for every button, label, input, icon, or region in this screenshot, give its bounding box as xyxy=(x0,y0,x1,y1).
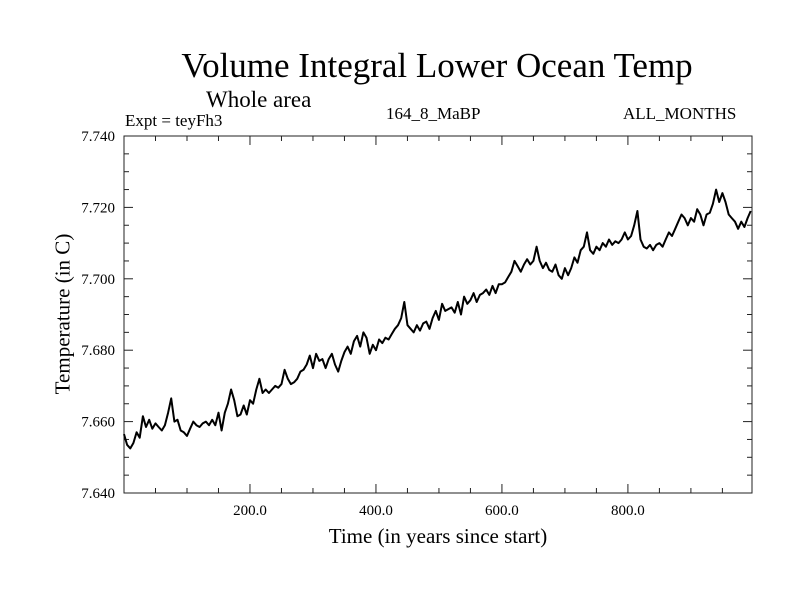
period-label: 164_8_MaBP xyxy=(386,104,481,123)
x-axis-label: Time (in years since start) xyxy=(328,524,548,548)
y-tick-label: 7.660 xyxy=(81,415,115,431)
chart-title: Volume Integral Lower Ocean Temp xyxy=(181,46,693,85)
x-tick-label: 600.0 xyxy=(485,503,519,519)
months-label: ALL_MONTHS xyxy=(623,104,737,123)
x-tick-label: 200.0 xyxy=(233,503,267,519)
experiment-label: Expt = teyFh3 xyxy=(125,111,223,130)
y-tick-label: 7.740 xyxy=(81,129,115,145)
series-group xyxy=(123,188,752,450)
axis-ticks xyxy=(124,136,752,493)
x-tick-label: 400.0 xyxy=(359,503,393,519)
chart-subtitle: Whole area xyxy=(206,87,312,112)
y-tick-label: 7.640 xyxy=(81,486,115,502)
axis-tick-labels: 200.0 400.0 600.0 800.0 7.640 7.660 7.680 7.700… xyxy=(81,129,645,519)
y-tick-label: 7.700 xyxy=(81,272,115,288)
x-tick-label: 800.0 xyxy=(611,503,645,519)
y-tick-label: 7.720 xyxy=(81,200,115,216)
series-line-teyFh3 xyxy=(123,188,752,450)
y-tick-label: 7.680 xyxy=(81,343,115,359)
